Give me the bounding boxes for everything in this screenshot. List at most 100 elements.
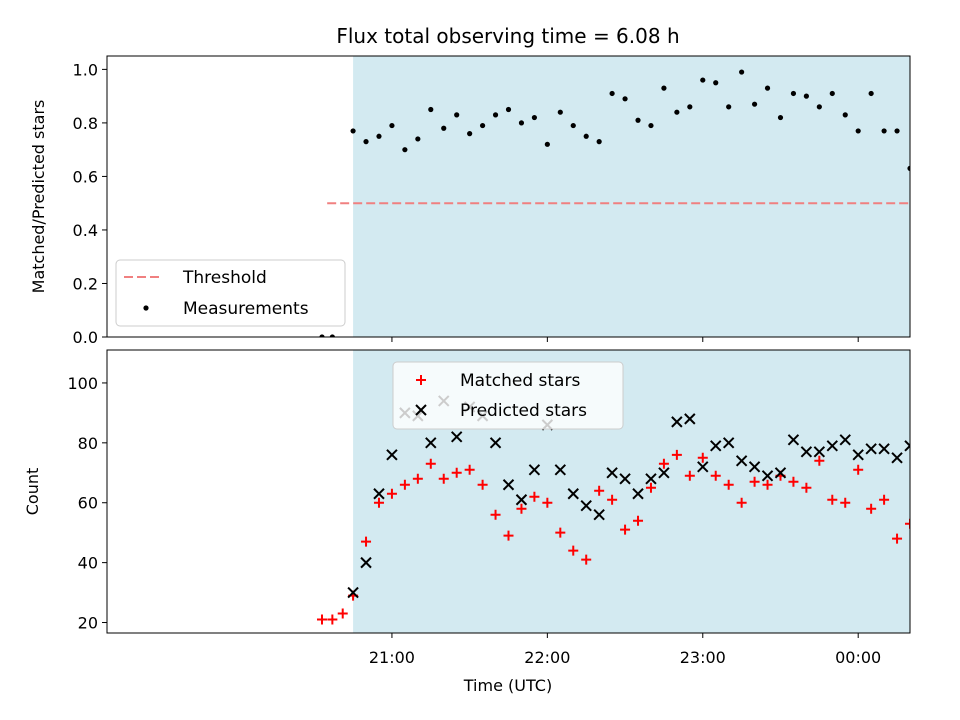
measurements-point	[415, 136, 421, 142]
matched-stars-point	[931, 570, 941, 580]
predicted-stars-point	[489, 437, 502, 449]
matched-stars-point	[658, 458, 669, 469]
predicted-stars-point	[373, 488, 385, 500]
matched-stars-point	[892, 533, 903, 544]
matched-stars-point	[905, 518, 910, 529]
measurements-point	[329, 334, 335, 337]
matched-stars-point	[853, 464, 864, 475]
matched-stars-point	[762, 479, 773, 490]
measurements-point	[829, 90, 835, 97]
predicted-stars-point	[360, 556, 372, 569]
matched-stars-point	[477, 479, 488, 490]
predicted-stars-point	[865, 443, 877, 455]
measurements-point	[751, 101, 758, 107]
measurements-point	[739, 69, 745, 75]
matched-stars-point	[710, 470, 721, 481]
predicted-stars-point	[450, 431, 463, 443]
x-tick-label: 23:00	[680, 648, 726, 667]
measurements-point	[596, 139, 602, 145]
measurements-point	[868, 90, 874, 97]
measurements-point	[816, 104, 822, 110]
predicted-stars-point	[800, 446, 813, 458]
measurements-point	[350, 128, 356, 134]
predicted-stars-point	[580, 500, 592, 512]
predicted-stars-point	[826, 440, 838, 452]
matched-stars-point	[684, 470, 695, 481]
matched-stars-point	[529, 491, 540, 502]
legend-bottom: Matched stars Predicted stars	[392, 361, 624, 430]
matched-stars-point	[607, 494, 618, 505]
legend-frame	[115, 259, 346, 327]
matched-stars-point	[568, 545, 579, 556]
matched-stars-point	[438, 473, 449, 484]
y-tick-label: 0.4	[73, 221, 98, 240]
measurements-point	[635, 117, 641, 123]
y-tick-label: 80	[78, 434, 98, 453]
y-tick-label: 60	[78, 494, 98, 513]
matched-stars-point	[503, 530, 514, 541]
matched-stars-point	[697, 452, 708, 463]
predicted-stars-point	[852, 449, 864, 461]
measurements-point	[454, 112, 460, 118]
measurements-point	[855, 128, 861, 134]
legend-measurements-label: Measurements	[183, 299, 309, 319]
measurements-point	[687, 104, 693, 110]
matched-stars-point	[451, 467, 462, 478]
matched-stars-point	[373, 497, 384, 508]
ratio-panel: 0.0 0.2 0.4 0.6 0.8 1.0 Matched/Predicted star…	[29, 55, 925, 347]
matched-stars-point	[581, 554, 592, 565]
y-axis-label: Matched/Predicted stars	[29, 100, 48, 294]
predicted-stars-point	[593, 509, 605, 521]
matched-stars-point	[918, 531, 928, 541]
predicted-stars-point	[502, 479, 515, 491]
measurements-point	[920, 147, 925, 152]
predicted-stars-point	[891, 452, 903, 464]
matched-stars-point	[788, 476, 799, 487]
x-tick-label: 22:00	[524, 648, 570, 667]
measurements-point	[505, 106, 512, 113]
matched-stars-point	[316, 614, 327, 625]
measurements-point	[402, 147, 408, 153]
legend-matched-label: Matched stars	[460, 371, 580, 391]
x-tick-label: 21:00	[369, 648, 415, 667]
measurements-point	[531, 114, 538, 121]
measurements-point	[907, 165, 910, 171]
measurements-point	[881, 128, 887, 134]
matched-stars-point	[944, 555, 954, 565]
matched-stars-point	[425, 458, 436, 469]
predicted-stars-point	[761, 470, 774, 482]
measurements-point	[777, 114, 784, 121]
predicted-stars-point	[671, 416, 683, 428]
y-tick-label: 100	[67, 374, 98, 393]
measurements-point	[803, 93, 809, 99]
measurements-point	[790, 90, 797, 97]
matched-stars-point	[386, 488, 397, 499]
legend-measurements-swatch	[143, 305, 149, 311]
predicted-stars-point	[878, 443, 890, 455]
measurements-point	[428, 106, 434, 113]
measurements-point	[544, 141, 550, 147]
matched-stars-point	[594, 485, 605, 496]
matched-stars-point	[555, 527, 566, 538]
x-axis-label: Time (UTC)	[463, 676, 552, 695]
predicted-stars-point	[813, 446, 826, 458]
predicted-stars-point	[658, 467, 670, 479]
measurements-point	[713, 80, 719, 86]
legend-threshold-label: Threshold	[182, 268, 267, 288]
matched-stars-point	[620, 524, 631, 535]
matched-stars-point	[464, 464, 475, 475]
measurements-point	[764, 85, 771, 91]
matched-stars-point	[879, 494, 890, 505]
matched-stars-point	[633, 515, 644, 526]
predicted-stars-point	[567, 488, 579, 500]
matched-stars-point	[516, 503, 527, 514]
y-tick-label: 1.0	[73, 60, 98, 79]
observing-window-band	[353, 56, 910, 337]
predicted-stars-point	[931, 450, 941, 460]
measurements-point	[319, 334, 325, 337]
measurements-point	[570, 122, 576, 129]
chart-title: Flux total observing time = 6.08 h	[336, 24, 679, 48]
measurements-point	[479, 122, 486, 129]
